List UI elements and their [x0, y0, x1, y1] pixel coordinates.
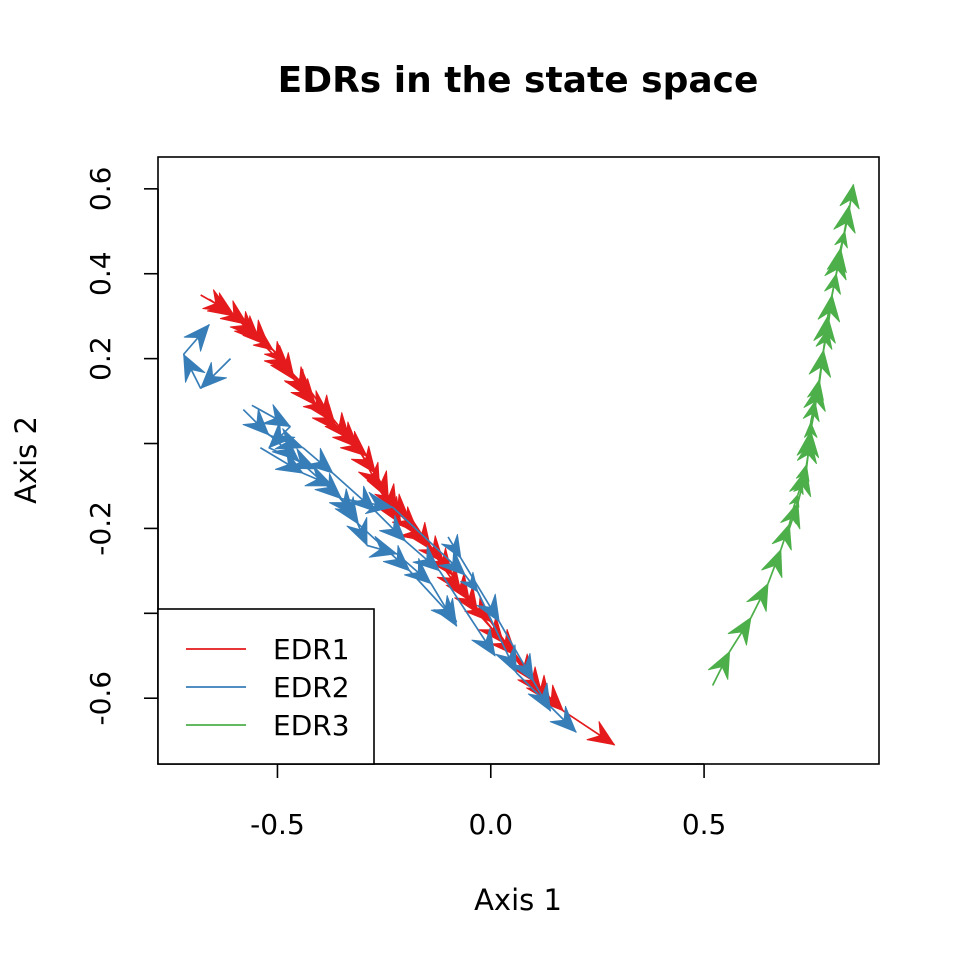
x-tick-label: 0.5 [682, 808, 727, 841]
x-tick-label: 0.0 [469, 808, 514, 841]
series-edr2 [182, 323, 577, 733]
trajectory-arrowhead [549, 705, 577, 733]
trajectory-arrowhead [454, 585, 479, 615]
trajectory-arrowhead [234, 315, 262, 343]
trajectory-arrowhead [285, 366, 313, 394]
trajectory-arrowhead [586, 721, 616, 746]
trajectory-arrowhead [348, 485, 377, 513]
trajectory-arrowhead [379, 514, 407, 542]
trajectory-arrowhead [199, 362, 228, 390]
trajectory-arrowhead [382, 545, 411, 572]
trajectory-arrowhead [364, 491, 394, 515]
x-axis-label: Axis 1 [474, 883, 562, 917]
trajectory-arrowhead [476, 593, 500, 623]
x-tick-label: -0.5 [250, 808, 305, 841]
trajectory-arrowhead [780, 501, 801, 530]
trajectory-arrowhead [242, 408, 270, 436]
trajectory-arrowhead [746, 582, 769, 612]
trajectory-arrowhead [803, 383, 826, 412]
trajectory-arrowhead [374, 483, 398, 513]
trajectory-arrowhead [183, 353, 206, 383]
trajectory-arrowhead [494, 644, 517, 674]
legend-label-edr2: EDR2 [273, 671, 350, 704]
trajectory-arrowhead [206, 292, 236, 317]
trajectory-arrowhead [471, 627, 496, 657]
trajectory-arrowhead [527, 682, 552, 712]
x-axis: -0.5 0.0 0.5 [250, 763, 727, 841]
trajectory-arrowhead [430, 595, 458, 623]
trajectory-arrowhead [346, 516, 368, 547]
trajectory-arrowhead [314, 472, 343, 500]
legend-label-edr3: EDR3 [273, 709, 350, 742]
trajectory-arrowhead [824, 251, 847, 281]
trajectory-arrowhead [334, 496, 360, 526]
trajectory-arrowhead [813, 315, 836, 344]
trajectory-arrowhead [271, 434, 300, 462]
legend: EDR1 EDR2 EDR3 [157, 608, 375, 765]
trajectory-arrowhead [833, 204, 856, 234]
y-tick-label: -0.2 [84, 501, 117, 556]
y-tick-label: -0.6 [84, 671, 117, 726]
trajectory-arrowhead [183, 323, 210, 352]
trajectory-arrowhead [771, 523, 792, 551]
series-edr3 [707, 183, 860, 686]
trajectory-arrowhead [510, 653, 534, 683]
trajectory-arrowhead [358, 461, 381, 492]
y-axis-label: Axis 2 [9, 416, 43, 504]
trajectory-arrowhead [404, 558, 432, 585]
trajectory-arrowhead [308, 394, 334, 424]
trajectory-arrowhead [441, 534, 462, 560]
trajectory-arrowhead [263, 345, 291, 373]
y-tick-label: 0.6 [84, 167, 117, 212]
chart-title: EDRs in the state space [278, 60, 759, 101]
trajectory-arrowhead [438, 549, 466, 576]
trajectory-arrowhead [839, 183, 860, 210]
trajectory-arrowhead [727, 616, 752, 646]
trajectory-arrowhead [398, 517, 428, 542]
trajectory-arrowhead [274, 450, 304, 474]
legend-label-edr1: EDR1 [273, 633, 350, 666]
y-axis: 0.6 0.4 0.2 -0.2 -0.6 [84, 167, 159, 726]
trajectory-arrowhead [796, 429, 820, 459]
trajectory-arrowhead [789, 467, 812, 498]
y-tick-label: 0.2 [84, 336, 117, 381]
trajectory-arrowhead [707, 650, 731, 680]
trajectory-arrowhead [412, 545, 441, 572]
plot-series [182, 183, 860, 746]
y-tick-label: 0.4 [84, 251, 117, 296]
trajectory-arrowhead [262, 404, 292, 428]
trajectory-arrowhead [459, 571, 479, 593]
trajectory-arrowhead [304, 465, 334, 487]
trajectory-arrowhead [490, 628, 518, 657]
trajectory-arrowhead [332, 421, 360, 449]
trajectory-arrowhead [761, 548, 783, 579]
